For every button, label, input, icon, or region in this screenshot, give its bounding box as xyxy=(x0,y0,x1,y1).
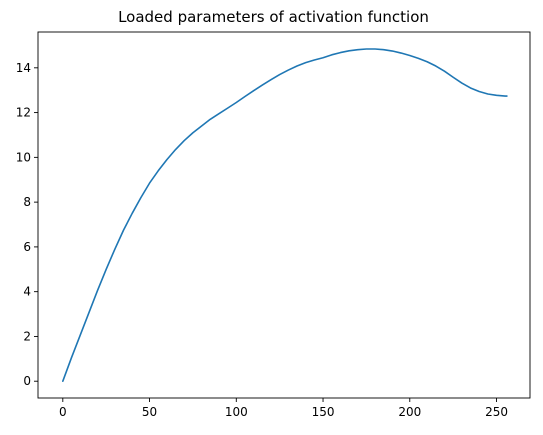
plot-frame xyxy=(37,31,531,399)
y-tick-label: 4 xyxy=(23,285,31,299)
x-tick-label: 150 xyxy=(312,405,335,419)
y-tick-label: 6 xyxy=(23,240,31,254)
y-tick-label: 2 xyxy=(23,329,31,343)
y-tick-label: 0 xyxy=(23,374,31,388)
series-line-0 xyxy=(62,48,508,383)
y-tick-label: 10 xyxy=(16,150,31,164)
x-tick-label: 250 xyxy=(485,405,508,419)
y-tick-label: 12 xyxy=(16,106,31,120)
x-tick-label: 50 xyxy=(142,405,157,419)
plot-area: 0 50 100 150 200 250 0 2 4 6 8 10 12 14 xyxy=(16,31,531,419)
x-tick-label: 200 xyxy=(398,405,421,419)
chart-title: Loaded parameters of activation function xyxy=(118,8,429,26)
y-tick-label: 8 xyxy=(23,195,31,209)
y-tick-label: 14 xyxy=(16,61,31,75)
x-tick-label: 100 xyxy=(225,405,248,419)
x-tick-label: 0 xyxy=(59,405,67,419)
